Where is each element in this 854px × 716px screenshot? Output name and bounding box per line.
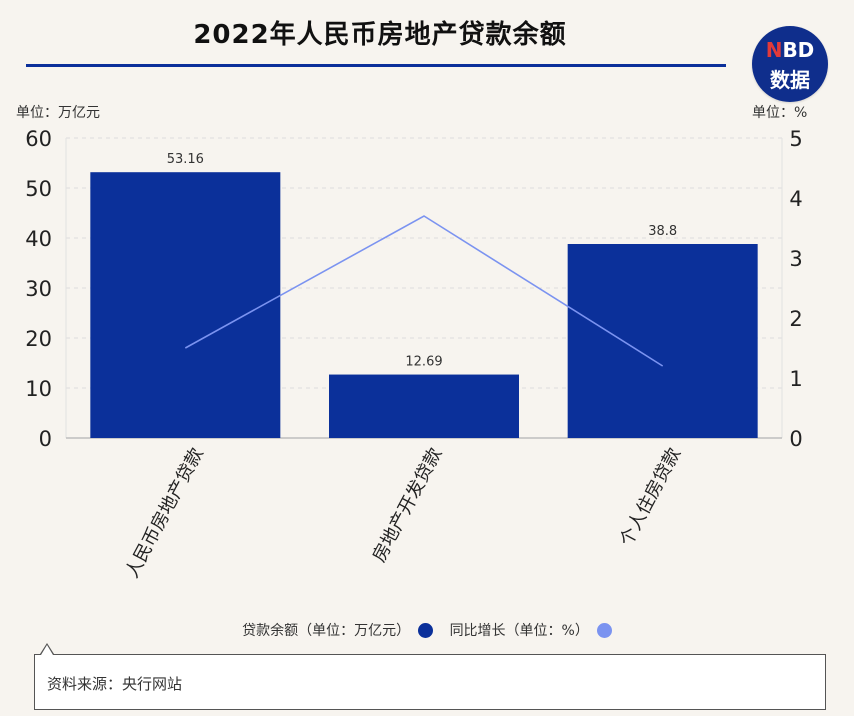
x-category-label: 人民币房地产贷款 xyxy=(122,444,208,581)
left-axis-unit: 单位：万亿元 xyxy=(16,105,100,121)
legend-dot-growth xyxy=(596,622,612,638)
title-underline xyxy=(26,64,726,67)
left-tick-label: 20 xyxy=(25,327,52,351)
data-label: 53.16 xyxy=(167,152,204,167)
data-label: 12.69 xyxy=(405,355,442,370)
source-box: 资料来源：央行网站 xyxy=(34,654,826,710)
bar xyxy=(329,374,519,438)
right-tick-label: 4 xyxy=(789,187,802,211)
logo-letters-bd: BD xyxy=(782,38,815,62)
legend-item-balance[interactable]: 贷款余额（单位：万亿元） xyxy=(242,620,434,640)
source-text: 资料来源：央行网站 xyxy=(47,675,183,693)
source-box-pointer-fill xyxy=(41,645,53,655)
logo-letter-n: N xyxy=(765,38,783,62)
x-category-label: 个人住房贷款 xyxy=(616,444,685,549)
left-tick-label: 0 xyxy=(39,427,52,451)
right-tick-label: 5 xyxy=(789,127,802,151)
nbd-logo: NBD 数据 xyxy=(752,26,828,102)
left-tick-label: 60 xyxy=(25,127,52,151)
x-category-label: 房地产开发贷款 xyxy=(369,444,447,565)
right-tick-label: 1 xyxy=(789,367,802,391)
bar xyxy=(567,244,758,438)
right-axis-unit: 单位：% xyxy=(752,105,808,121)
left-tick-label: 10 xyxy=(25,377,52,401)
logo-line1: NBD xyxy=(752,38,828,62)
legend-label-growth: 同比增长（单位：%） xyxy=(449,623,589,639)
left-tick-label: 50 xyxy=(25,177,52,201)
chart-title: 2022年人民币房地产贷款余额 xyxy=(193,20,567,50)
right-tick-label: 3 xyxy=(789,247,802,271)
logo-line2: 数据 xyxy=(770,68,810,92)
bar xyxy=(90,172,281,438)
legend-label-balance: 贷款余额（单位：万亿元） xyxy=(242,623,411,639)
right-tick-label: 0 xyxy=(789,427,802,451)
right-tick-label: 2 xyxy=(789,307,802,331)
data-label: 38.8 xyxy=(648,224,677,239)
legend-dot-balance xyxy=(418,622,434,638)
legend: 贷款余额（单位：万亿元） 同比增长（单位：%） xyxy=(0,620,854,640)
left-tick-label: 30 xyxy=(25,277,52,301)
left-tick-label: 40 xyxy=(25,227,52,251)
legend-item-growth[interactable]: 同比增长（单位：%） xyxy=(450,620,612,640)
